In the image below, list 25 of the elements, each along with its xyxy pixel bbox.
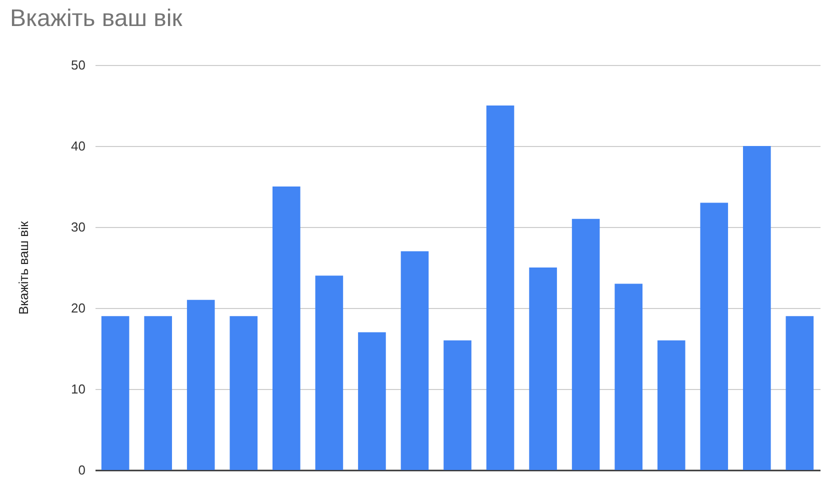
- y-tick-label: 0: [78, 462, 86, 478]
- bar: [144, 316, 172, 470]
- bar: [572, 218, 600, 470]
- y-tick-label: 20: [71, 300, 86, 316]
- bar: [614, 284, 642, 470]
- bar: [444, 340, 472, 470]
- bar: [786, 316, 814, 470]
- bar: [315, 276, 344, 470]
- bar: [186, 300, 215, 470]
- y-axis-title: Вкажіть ваш вік: [16, 221, 32, 315]
- y-tick-label: 30: [71, 220, 86, 234]
- bar: [700, 202, 728, 470]
- y-tick-label: 10: [71, 382, 86, 396]
- bar: [486, 106, 514, 470]
- bar: [358, 332, 386, 470]
- bar: [529, 268, 557, 470]
- bar: [743, 146, 771, 470]
- y-tick-label: 50: [71, 58, 86, 72]
- bar: [272, 186, 300, 470]
- bar: [657, 340, 686, 470]
- bar: [230, 316, 258, 470]
- bar: [101, 316, 130, 470]
- y-tick-label: 40: [71, 138, 86, 154]
- chart-title: Вкажіть ваш вік: [10, 5, 183, 32]
- bar: [400, 251, 429, 470]
